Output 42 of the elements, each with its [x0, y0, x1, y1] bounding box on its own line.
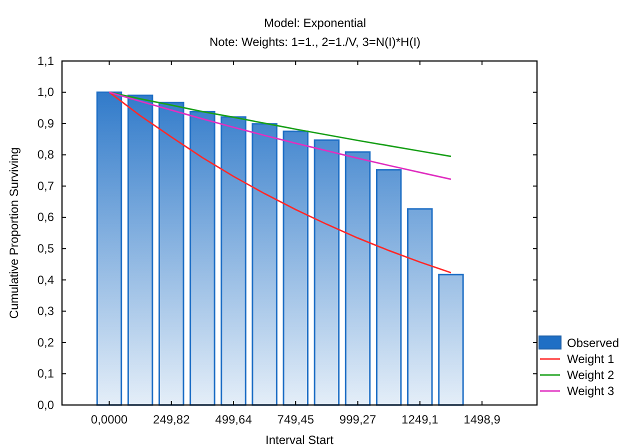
bar: [96, 92, 122, 406]
chart-title: Model: Exponential: [264, 16, 366, 30]
y-tick-label: 0,9: [37, 116, 54, 130]
y-axis-title: Cumulative Proportion Surviving: [7, 147, 21, 319]
x-tick-label: 499,64: [215, 412, 252, 427]
legend-label: Weight 3: [567, 384, 614, 398]
chart-subtitle: Note: Weights: 1=1., 2=1./V, 3=N(I)*H(I): [209, 35, 421, 49]
x-tick-label: 249,82: [153, 412, 190, 427]
bar: [252, 123, 278, 406]
bar: [190, 110, 216, 406]
y-tick-label: 0,5: [37, 241, 54, 256]
y-tick-label: 0,1: [37, 366, 54, 381]
y-tick-label: 0,6: [37, 210, 54, 224]
bar: [282, 130, 308, 406]
legend-label: Weight 2: [567, 368, 614, 382]
y-tick-label: 0,0: [37, 398, 54, 412]
x-tick-label: 749,45: [277, 412, 314, 427]
y-tick-label: 0,8: [37, 148, 54, 162]
y-tick-label: 0,7: [37, 178, 54, 193]
x-axis-title: Interval Start: [265, 433, 334, 447]
legend-label: Observed: [567, 336, 620, 350]
x-tick-label: 1498,9: [464, 412, 501, 427]
bar: [438, 274, 464, 406]
legend-label: Weight 1: [567, 352, 614, 366]
x-tick-label: 999,27: [339, 412, 376, 427]
y-tick-label: 0,2: [37, 335, 54, 350]
x-tick-label: 0,0000: [90, 412, 128, 427]
y-tick-label: 0,3: [37, 304, 54, 318]
x-tick-label: 1249,1: [402, 412, 439, 427]
bar: [158, 102, 184, 406]
bar: [220, 116, 246, 406]
y-tick-label: 1,1: [37, 54, 54, 68]
bar: [314, 139, 340, 406]
bar: [344, 151, 371, 406]
line-series: [108, 92, 452, 158]
y-tick-label: 0,4: [37, 272, 54, 287]
y-tick-label: 1,0: [37, 85, 54, 100]
bar: [127, 94, 154, 406]
bar: [376, 169, 402, 406]
line-series: [108, 92, 452, 274]
line-series: [108, 92, 452, 180]
bar: [407, 208, 433, 406]
